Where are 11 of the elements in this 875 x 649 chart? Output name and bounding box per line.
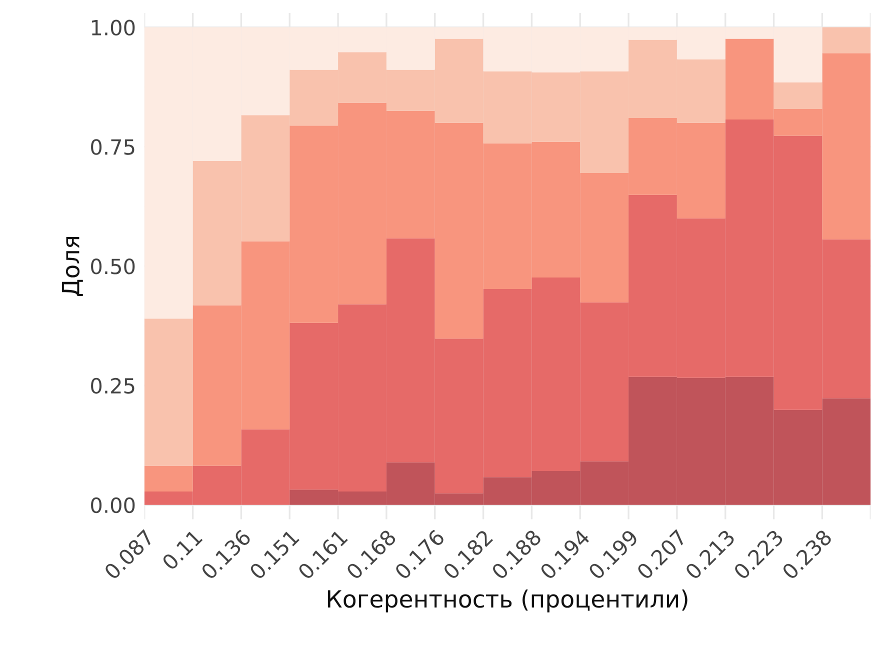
x-axis-title: Когерентность (процентили) (328, 590, 688, 612)
bar (822, 27, 871, 54)
y-tick-label: 0.00 (91, 497, 135, 514)
y-tick-label: 0.25 (91, 378, 134, 394)
bar (144, 318, 193, 466)
bar (144, 466, 193, 492)
y-tick-label: 0.75 (91, 139, 134, 155)
y-tick-label: 1.00 (92, 20, 135, 36)
y-axis-title: Доля (62, 237, 83, 296)
y-tick-label: 0.50 (91, 258, 135, 274)
bar (774, 82, 822, 109)
